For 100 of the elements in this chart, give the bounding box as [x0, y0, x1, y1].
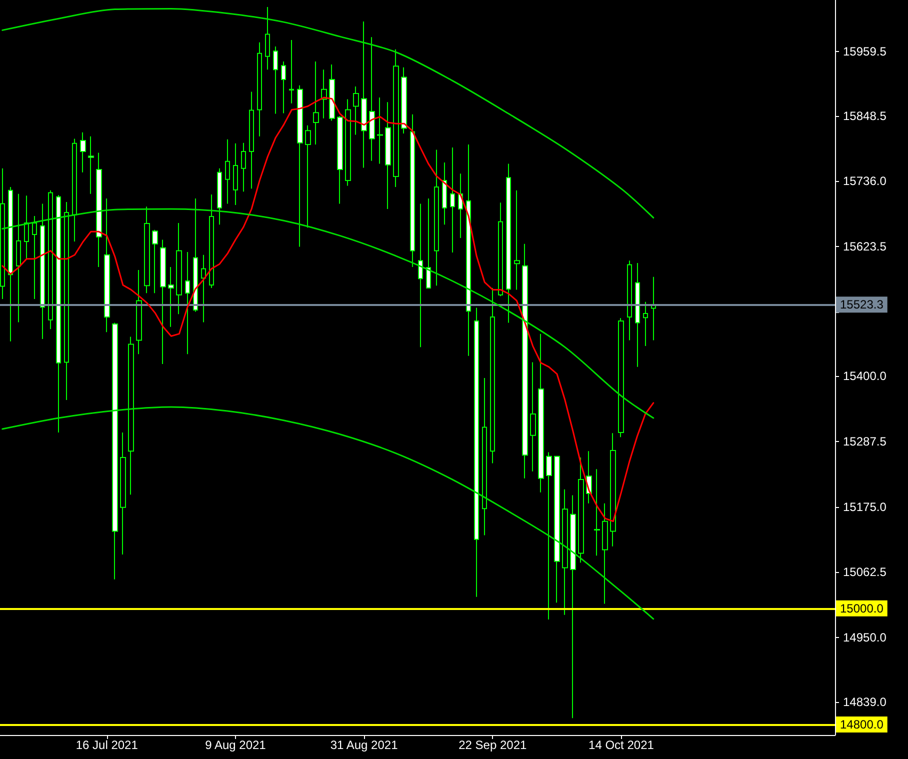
candlestick: [24, 195, 29, 260]
candlestick: [426, 198, 431, 288]
y-tick-label: 15175.0: [843, 500, 887, 514]
candlestick: [353, 86, 359, 136]
candlestick: [546, 452, 552, 620]
candlestick: [265, 6, 270, 70]
candlestick: [393, 48, 399, 188]
candlestick: [48, 190, 53, 330]
x-tick-label: 16 Jul 2021: [76, 738, 138, 752]
candlestick: [72, 138, 77, 242]
candlestick: [201, 254, 206, 323]
candlestick: [369, 36, 375, 162]
candlestick: [410, 114, 415, 268]
candlestick: [104, 198, 110, 333]
y-tick-label: 15400.0: [843, 369, 887, 384]
candlestick: [651, 276, 656, 341]
candlestick: [8, 186, 13, 342]
candlestick: [233, 142, 238, 206]
candlestick: [618, 318, 624, 438]
candlestick: [530, 362, 536, 472]
candlestick: [602, 502, 608, 604]
candlestick: [450, 146, 455, 254]
candlestick: [418, 203, 423, 348]
candlestick: [538, 333, 544, 493]
candlestick: [144, 206, 150, 294]
candlestick: [160, 239, 166, 365]
candlestick: [329, 64, 335, 122]
candlestick: [120, 432, 126, 555]
candlestick: [554, 456, 560, 604]
y-tick-label: 15848.5: [843, 108, 887, 123]
candlestick: [570, 494, 576, 719]
candlestick: [594, 468, 600, 556]
candlestick: [80, 132, 86, 173]
candlestick: [297, 84, 303, 248]
candlestick: [458, 173, 463, 239]
candlestick: [482, 377, 487, 536]
ref-line-label: 15000.0: [840, 601, 884, 616]
candlestick: [401, 66, 407, 134]
x-tick-label: 9 Aug 2021: [205, 738, 266, 752]
candlestick: [522, 243, 528, 479]
candlestick: [176, 222, 182, 315]
x-tick-label: 14 Oct 2021: [588, 738, 654, 752]
candlestick: [361, 20, 367, 168]
candlestick: [490, 287, 495, 464]
candlestick: [313, 61, 319, 146]
candlestick: [64, 202, 69, 401]
candlestick: [434, 149, 439, 286]
y-tick-label: 15623.5: [843, 239, 887, 254]
candlestick: [289, 40, 294, 104]
candlestick: [257, 42, 262, 137]
candlestick: [16, 193, 21, 323]
candlestick: [185, 251, 190, 355]
candlestick: [498, 202, 503, 297]
y-tick-label: 15287.5: [843, 434, 887, 449]
candlestick: [281, 61, 286, 114]
candlestick: [217, 168, 222, 226]
candlestick: [96, 152, 102, 268]
x-tick-label: 31 Aug 2021: [330, 738, 398, 752]
candlestick: [377, 97, 383, 164]
candlestick: [40, 203, 45, 340]
y-tick-label: 14950.0: [843, 630, 887, 644]
candlestick: [152, 229, 158, 294]
candlestick: [88, 136, 94, 194]
candlestick: [112, 322, 118, 580]
ref-line-label: 15523.3: [840, 298, 884, 312]
line-series: [2, 208, 654, 419]
candlestick: [578, 456, 584, 564]
candlestick: [0, 168, 5, 300]
x-tick-label: 22 Sep 2021: [458, 738, 527, 752]
candlestick: [474, 307, 479, 598]
candlestick: [136, 269, 142, 355]
candlestick: [627, 260, 632, 341]
candlestick: [643, 301, 648, 347]
line-series: [2, 96, 654, 522]
candlestick: [128, 336, 134, 496]
y-tick-label: 15736.0: [843, 174, 887, 188]
y-tick-label: 15062.5: [843, 565, 887, 580]
candlestick: [466, 144, 471, 356]
candlestick: [337, 116, 343, 204]
candlestick: [249, 91, 254, 190]
candlestick: [635, 262, 640, 368]
y-tick-label: 14839.0: [843, 694, 887, 709]
candlestick: [168, 266, 174, 328]
candlestick: [56, 194, 61, 434]
candlestick: [193, 198, 198, 312]
candlestick: [610, 432, 616, 547]
candlestick: [562, 488, 568, 616]
candlestick: [273, 46, 278, 114]
candlestick: [345, 98, 351, 186]
line-series: [2, 406, 654, 620]
candlestick: [442, 162, 447, 226]
candlestick: [241, 142, 246, 192]
candlestick: [514, 190, 520, 290]
ref-line-label: 14800.0: [840, 718, 884, 732]
candlestick: [385, 102, 391, 210]
line-series: [2, 8, 654, 218]
candlestick: [32, 215, 37, 300]
candlestick: [321, 69, 327, 119]
candlestick: [506, 163, 511, 324]
candlestick: [225, 138, 230, 204]
